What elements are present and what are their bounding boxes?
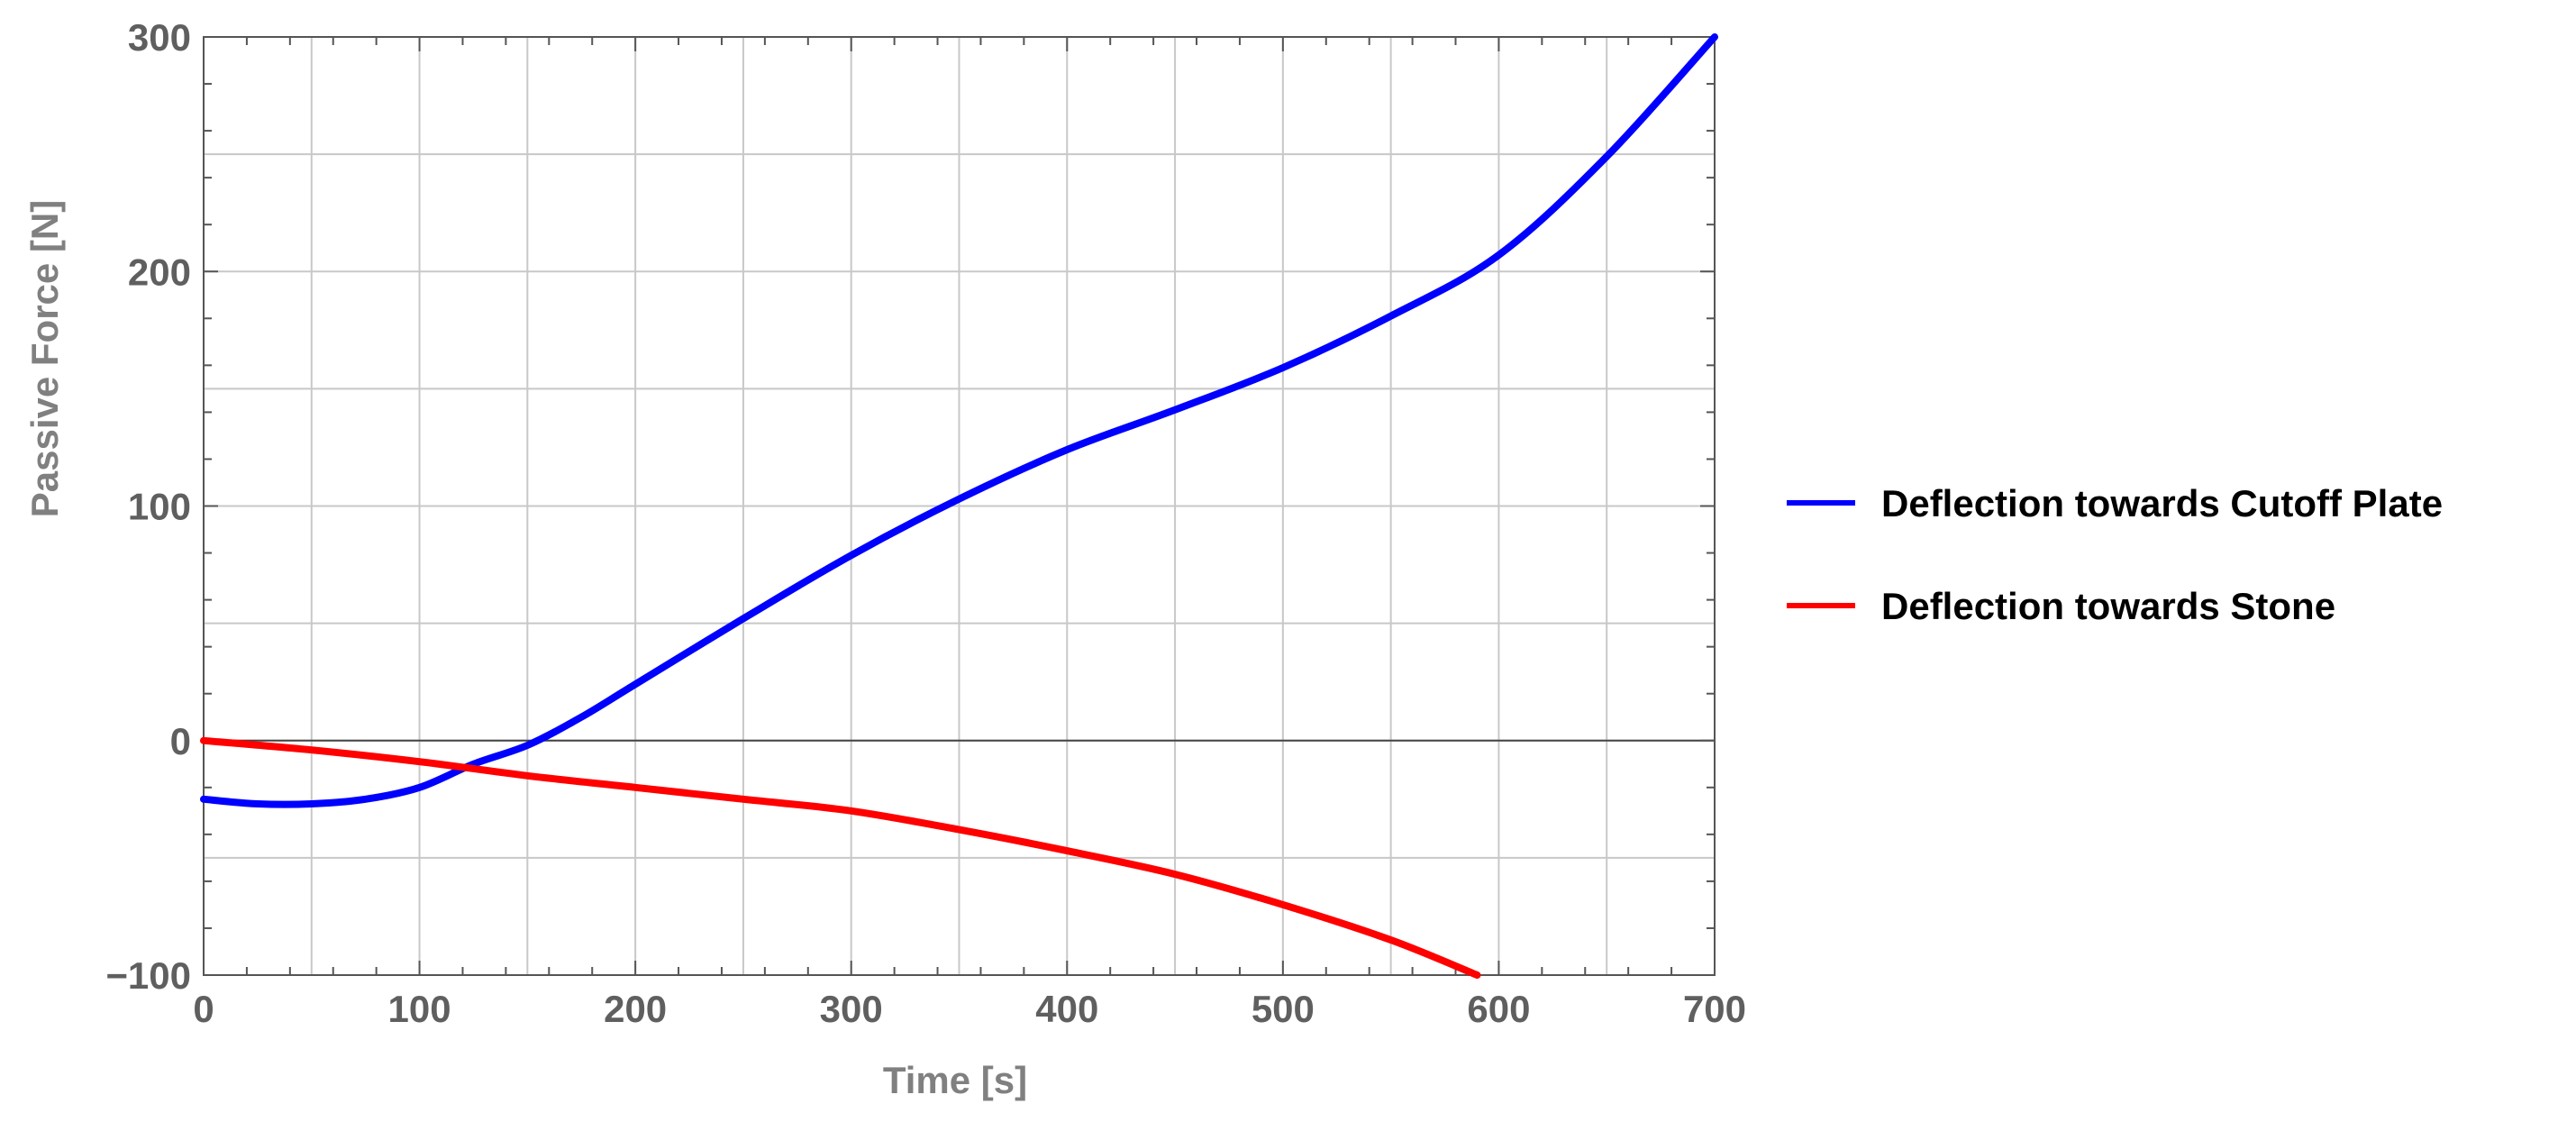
legend-item: Deflection towards Cutoff Plate <box>1787 482 2443 524</box>
x-tick-label: 700 <box>1683 988 1746 1030</box>
x-tick-label: 200 <box>604 988 667 1030</box>
grid-layer <box>203 36 1716 976</box>
y-tick-label: 200 <box>128 251 191 293</box>
y-tick-label: 300 <box>128 16 191 59</box>
y-tick-label: 0 <box>170 720 191 762</box>
x-tick-label: 600 <box>1467 988 1530 1030</box>
legend-item: Deflection towards Stone <box>1787 585 2335 627</box>
series-line-stone <box>200 736 1481 979</box>
x-tick-label: 500 <box>1252 988 1315 1030</box>
legend: Deflection towards Cutoff Plate Deflectio… <box>1787 482 2443 627</box>
y-tick-label: 100 <box>128 486 191 528</box>
y-tick-label: −100 <box>105 954 191 997</box>
x-tick-label: 0 <box>193 988 214 1030</box>
y-axis-title: Passive Force [N] <box>23 200 66 518</box>
series-layer <box>200 33 1718 979</box>
x-tick-label: 300 <box>820 988 883 1030</box>
x-axis-title: Time [s] <box>883 1059 1027 1101</box>
x-tick-label: 400 <box>1035 988 1098 1030</box>
series-line-cutoff-plate <box>200 33 1718 808</box>
legend-label: Deflection towards Cutoff Plate <box>1881 482 2443 524</box>
legend-label: Deflection towards Stone <box>1881 585 2335 627</box>
x-tick-label: 100 <box>388 988 451 1030</box>
